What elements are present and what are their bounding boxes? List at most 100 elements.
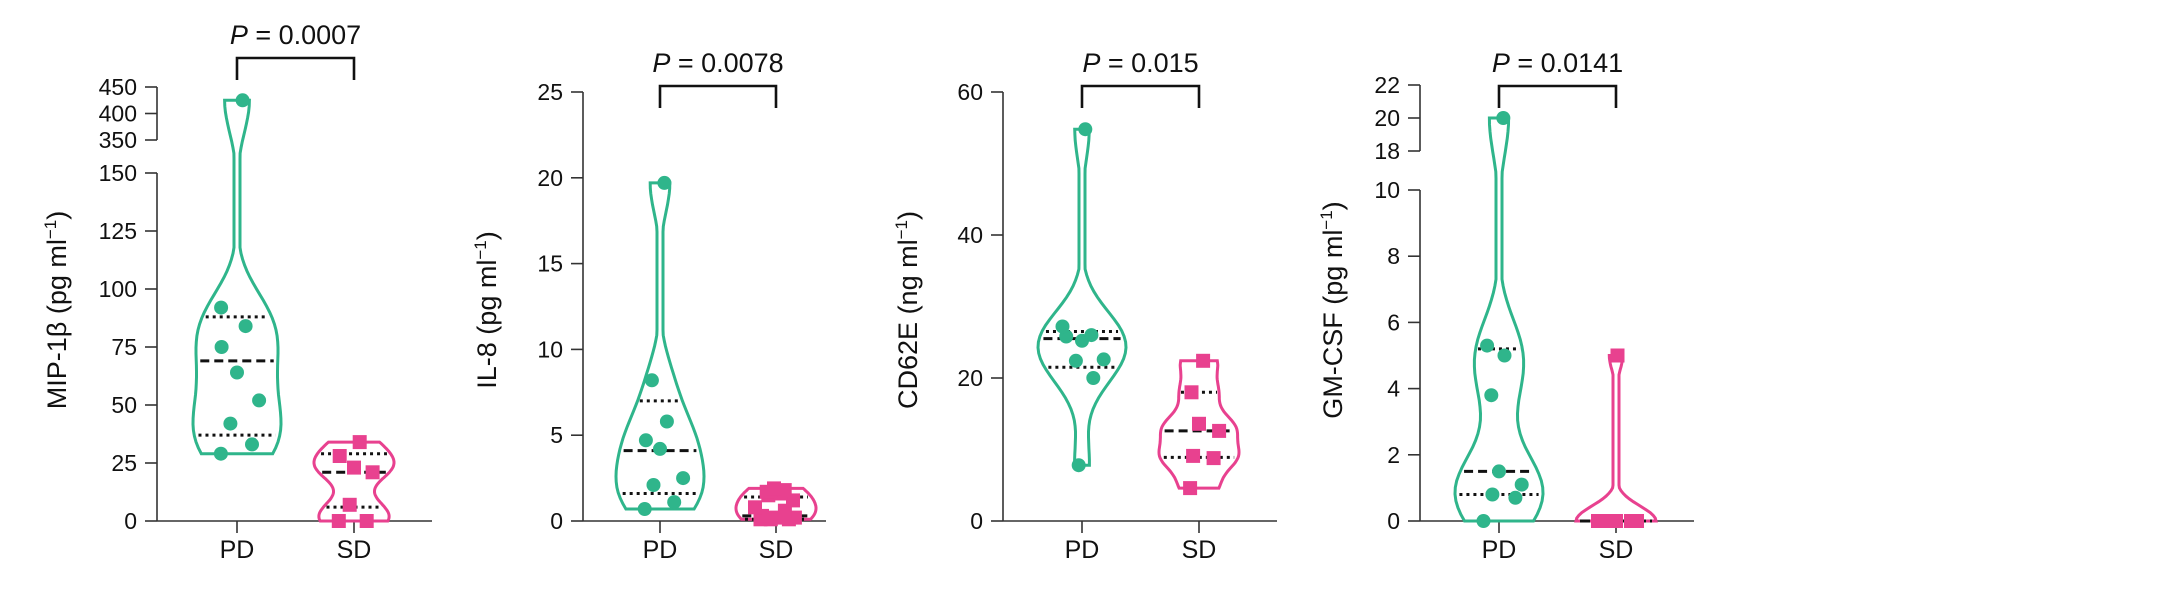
y-tick-label: 4 <box>1387 376 1400 402</box>
y-axis-label: MIP-1β (pg ml−1) <box>41 211 72 409</box>
violin-outline-SD <box>1574 354 1658 523</box>
data-point-PD <box>238 319 253 334</box>
y-axis-label-superscript: −1 <box>41 220 60 239</box>
chart-panel-3: 0 20 40 60 PD SD CD62E (ng ml−1) P = 0.015 <box>892 48 1277 564</box>
data-point-SD <box>359 514 374 528</box>
p-value-prefix: P <box>652 48 670 78</box>
y-tick-label: 350 <box>99 127 137 153</box>
data-point-PD <box>1086 371 1101 385</box>
p-value-number: = 0.0007 <box>248 20 361 50</box>
y-tick-label: 25 <box>111 450 137 476</box>
significance-bracket <box>1080 84 1201 108</box>
data-point-SD <box>342 497 357 512</box>
y-axis-label-main: MIP-1β (pg ml <box>42 239 72 409</box>
data-point-PD <box>230 365 244 380</box>
y-axis-label: CD62E (ng ml−1) <box>892 211 923 409</box>
data-point-PD <box>667 495 682 510</box>
p-value-prefix: P <box>1082 48 1100 78</box>
data-point-PD <box>1480 338 1495 353</box>
p-value-prefix: P <box>230 20 248 50</box>
data-point-SD <box>1206 451 1221 466</box>
data-point-SD <box>331 514 346 528</box>
y-axis-label-superscript: −1 <box>471 240 490 259</box>
y-axis-label: GM-CSF (pg ml−1) <box>1317 201 1348 418</box>
y-axis-label-superscript: −1 <box>892 220 911 239</box>
x-category-label: SD <box>759 536 794 564</box>
violin-outline-PD <box>614 181 706 511</box>
data-point-PD <box>1096 352 1111 367</box>
significance-bracket <box>235 56 356 80</box>
y-axis-label-superscript: −1 <box>1317 210 1336 229</box>
data-point-PD <box>1514 477 1529 492</box>
data-point-SD <box>1609 514 1623 528</box>
violin-group-PD <box>1453 111 1545 528</box>
data-point-PD <box>1497 348 1512 363</box>
data-point-PD <box>1496 111 1511 125</box>
p-value-label: P = 0.0078 <box>652 48 783 78</box>
y-tick-label: 10 <box>537 336 563 362</box>
data-point-PD <box>646 478 661 492</box>
y-tick-label: 60 <box>957 79 983 105</box>
violin-outline-SD <box>734 486 818 521</box>
data-point-PD <box>1492 464 1506 479</box>
violin-group-PD <box>614 175 706 516</box>
x-category-label: PD <box>1065 536 1100 564</box>
y-tick-label: 25 <box>537 79 563 105</box>
data-point-SD <box>767 481 781 496</box>
y-tick-label: 10 <box>1374 177 1400 203</box>
chart-panel-4: 0 2 4 6 8 10 18 20 22 PD SD GM-CSF (pg ml−1) P = 0.0… <box>1317 48 1694 564</box>
y-tick-label: 0 <box>124 508 137 534</box>
y-tick-label: 75 <box>111 334 137 360</box>
y-tick-label: 18 <box>1374 138 1400 164</box>
data-point-PD <box>653 441 667 456</box>
y-tick-label: 0 <box>970 508 983 534</box>
y-tick-label: 8 <box>1387 243 1400 269</box>
data-point-PD <box>1484 388 1499 403</box>
y-axis-label-close: ) <box>893 211 923 220</box>
data-point-PD <box>1071 458 1086 473</box>
y-axis-label-main: GM-CSF (pg ml <box>1318 230 1348 419</box>
data-point-PD <box>1476 514 1491 528</box>
data-point-PD <box>637 502 652 516</box>
data-point-PD <box>1068 353 1083 368</box>
y-axis-label-close: ) <box>1318 201 1348 210</box>
p-value-prefix: P <box>1492 48 1510 78</box>
significance-bracket <box>658 84 778 108</box>
violin-outline-SD <box>1157 359 1241 490</box>
y-axis-label-close: ) <box>472 231 502 240</box>
data-point-SD <box>1183 481 1198 496</box>
p-value-label: P = 0.015 <box>1082 48 1198 78</box>
data-point-SD <box>748 500 762 515</box>
data-point-PD <box>676 471 691 486</box>
y-tick-label: 125 <box>99 218 137 244</box>
violin-group-SD <box>734 481 818 527</box>
y-tick-label: 15 <box>537 251 563 277</box>
data-point-PD <box>1084 328 1099 343</box>
violin-outline-SD <box>312 440 396 523</box>
y-tick-label: 20 <box>1374 105 1400 131</box>
x-category-label: SD <box>1182 536 1217 564</box>
y-tick-label: 2 <box>1387 442 1400 468</box>
violin-outline-PD <box>1453 116 1545 523</box>
data-point-SD <box>1192 416 1206 431</box>
violin-group-SD <box>1574 348 1658 528</box>
data-point-SD <box>777 483 792 498</box>
x-category-label: SD <box>1599 536 1634 564</box>
y-tick-label: 5 <box>550 422 563 448</box>
x-category-label: SD <box>337 536 372 564</box>
y-tick-label: 0 <box>1387 508 1400 534</box>
y-tick-label: 50 <box>111 392 137 418</box>
data-point-SD <box>1184 385 1199 400</box>
y-tick-label: 6 <box>1387 309 1400 335</box>
data-point-PD <box>657 175 672 190</box>
data-point-SD <box>1196 353 1211 368</box>
data-point-PD <box>1055 319 1070 334</box>
x-category-label: PD <box>1482 536 1517 564</box>
p-value-label: P = 0.0141 <box>1492 48 1623 78</box>
data-point-SD <box>1212 423 1227 438</box>
data-point-SD <box>365 465 380 480</box>
violin-outline-PD <box>1036 127 1128 467</box>
